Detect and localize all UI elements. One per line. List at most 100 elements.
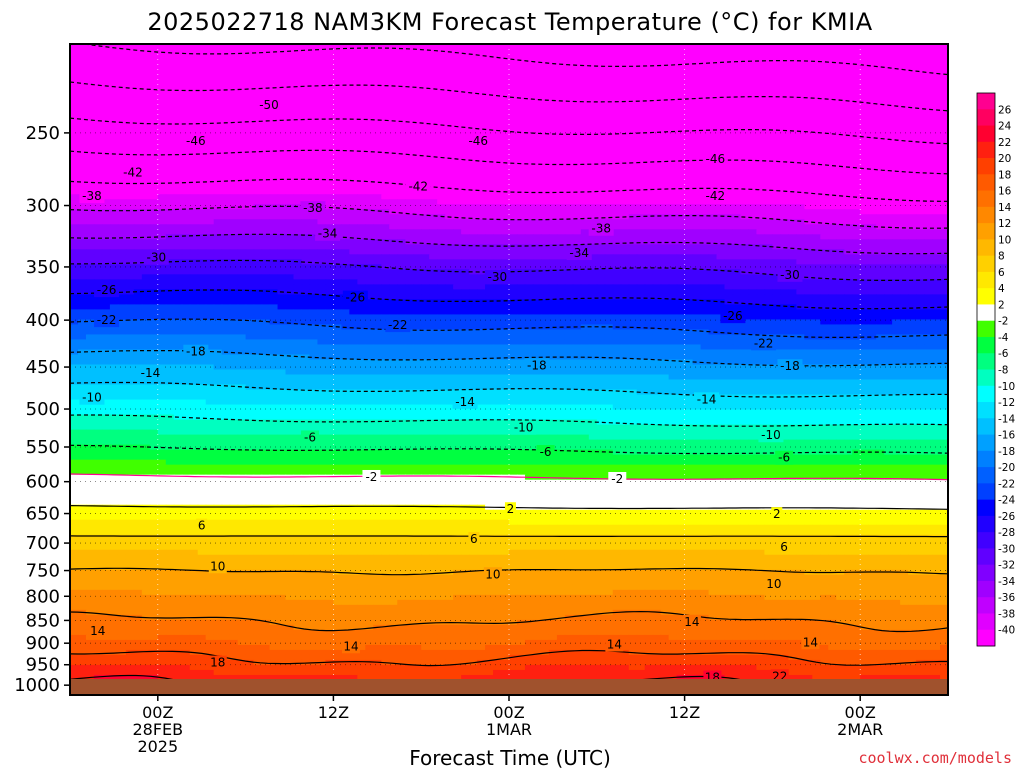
field-cell [157,44,167,50]
field-cell [221,84,231,90]
field-cell [469,109,478,115]
field-cell [572,229,582,235]
field-cell [93,69,103,75]
field-cell [333,69,342,75]
field-cell [668,74,678,80]
field-cell [141,99,151,105]
field-cell [173,264,183,270]
field-cell [165,254,175,260]
field-cell [780,254,789,260]
field-cell [109,124,119,130]
field-cell [381,224,390,230]
field-cell [293,194,303,200]
field-cell [868,59,877,65]
field-cell [620,119,630,125]
field-cell [804,204,813,210]
field-cell [317,144,327,150]
field-cell [644,184,654,190]
field-cell [221,249,231,255]
field-cell [165,144,175,150]
field-cell [157,69,167,75]
field-cell [564,69,574,75]
field-cell [924,214,933,220]
field-cell [620,244,630,250]
field-cell [317,139,327,145]
field-cell [181,109,191,115]
field-cell [700,234,710,240]
field-cell [349,189,358,195]
field-cell [445,194,454,200]
field-cell [924,129,933,135]
field-cell [868,99,877,105]
field-cell [365,264,374,270]
field-cell [357,269,366,275]
field-cell [756,114,766,120]
field-cell [788,69,797,75]
field-cell [748,239,758,245]
field-cell [708,144,718,150]
field-cell [852,54,861,60]
field-cell [924,79,933,85]
field-cell [413,104,422,110]
field-cell [796,234,805,240]
field-cell [908,154,917,160]
field-cell [756,259,766,265]
field-cell [524,234,534,240]
field-cell [676,84,686,90]
field-cell [940,264,948,270]
field-cell [908,44,917,50]
field-cell [796,149,805,155]
field-cell [405,44,414,50]
field-cell [509,179,518,185]
field-cell [277,54,287,60]
field-cell [189,179,199,185]
field-cell [333,129,342,135]
field-cell [261,204,271,210]
field-cell [804,214,813,220]
field-cell [772,129,781,135]
field-cell [165,109,175,115]
field-cell [516,44,526,50]
field-cell [277,104,287,110]
field-cell [748,74,758,80]
field-cell [684,194,694,200]
field-cell [245,44,255,50]
field-cell [548,164,558,170]
field-cell [253,109,263,115]
field-cell [828,119,837,125]
field-cell [940,204,948,210]
field-cell [389,64,398,70]
field-cell [836,104,845,110]
field-cell [820,164,829,170]
field-cell [876,249,885,255]
field-cell [804,59,813,65]
field-cell [205,94,215,100]
field-cell [221,154,231,160]
field-cell [365,109,374,115]
field-cell [445,74,454,80]
field-cell [780,184,789,190]
field-cell [293,174,303,180]
field-cell [493,99,502,105]
field-cell [892,259,901,265]
field-cell [429,104,438,110]
field-cell [652,59,662,65]
field-cell [133,209,143,215]
field-cell [413,99,422,105]
field-cell [924,199,933,205]
field-cell [70,99,79,105]
field-cell [836,199,845,205]
field-cell [477,259,486,265]
field-cell [916,199,925,205]
field-cell [636,169,646,175]
field-cell [70,139,79,145]
field-cell [253,59,263,65]
field-cell [221,259,231,265]
field-cell [293,49,303,55]
field-cell [820,254,829,260]
field-cell [892,254,901,260]
field-cell [748,194,758,200]
field-cell [836,64,845,70]
field-cell [780,174,789,180]
field-cell [772,59,781,65]
